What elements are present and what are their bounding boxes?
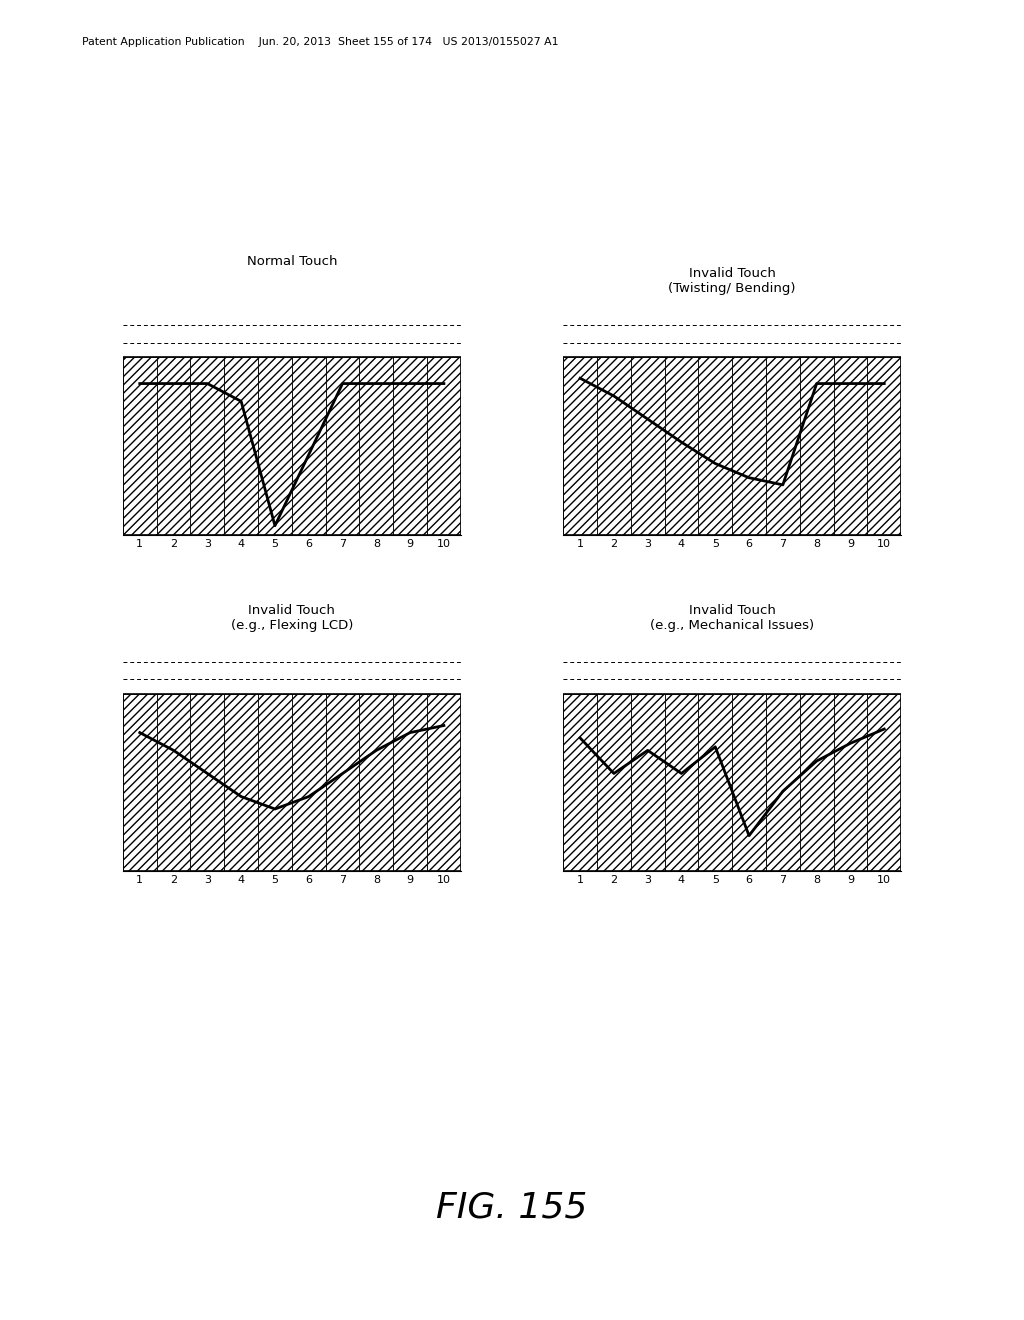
Bar [292, 693, 326, 871]
Bar [292, 356, 326, 535]
Bar [157, 693, 190, 871]
Bar [631, 693, 665, 871]
Bar [732, 693, 766, 871]
Bar [597, 693, 631, 871]
Bar [123, 356, 157, 535]
Text: FIG. 155: FIG. 155 [436, 1191, 588, 1225]
Bar [359, 356, 393, 535]
Bar [123, 693, 157, 871]
Bar [732, 356, 766, 535]
Bar [800, 693, 834, 871]
Bar [867, 356, 901, 535]
Bar [359, 693, 393, 871]
Bar [123, 693, 461, 871]
Title: Invalid Touch
(e.g., Mechanical Issues): Invalid Touch (e.g., Mechanical Issues) [650, 605, 814, 632]
Bar [834, 693, 867, 871]
Bar [867, 693, 901, 871]
Bar [224, 356, 258, 535]
Bar [563, 356, 597, 535]
Bar [427, 693, 461, 871]
Bar [258, 693, 292, 871]
Bar [834, 356, 867, 535]
Bar [597, 356, 631, 535]
Bar [393, 356, 427, 535]
Bar [665, 693, 698, 871]
Bar [766, 356, 800, 535]
Bar [563, 356, 901, 535]
Bar [224, 693, 258, 871]
Title: Invalid Touch
(e.g., Flexing LCD): Invalid Touch (e.g., Flexing LCD) [230, 605, 353, 632]
Bar [190, 356, 224, 535]
Title: Normal Touch: Normal Touch [247, 255, 337, 268]
Bar [698, 693, 732, 871]
Bar [393, 693, 427, 871]
Bar [563, 693, 901, 871]
Bar [123, 356, 461, 535]
Bar [258, 356, 292, 535]
Title: Invalid Touch
(Twisting/ Bending): Invalid Touch (Twisting/ Bending) [669, 268, 796, 296]
Text: Patent Application Publication    Jun. 20, 2013  Sheet 155 of 174   US 2013/0155: Patent Application Publication Jun. 20, … [82, 37, 558, 48]
Bar [326, 356, 359, 535]
Bar [665, 356, 698, 535]
Bar [631, 356, 665, 535]
Bar [427, 356, 461, 535]
Bar [563, 693, 597, 871]
Bar [800, 356, 834, 535]
Bar [698, 356, 732, 535]
Bar [766, 693, 800, 871]
Bar [326, 693, 359, 871]
Bar [157, 356, 190, 535]
Bar [190, 693, 224, 871]
